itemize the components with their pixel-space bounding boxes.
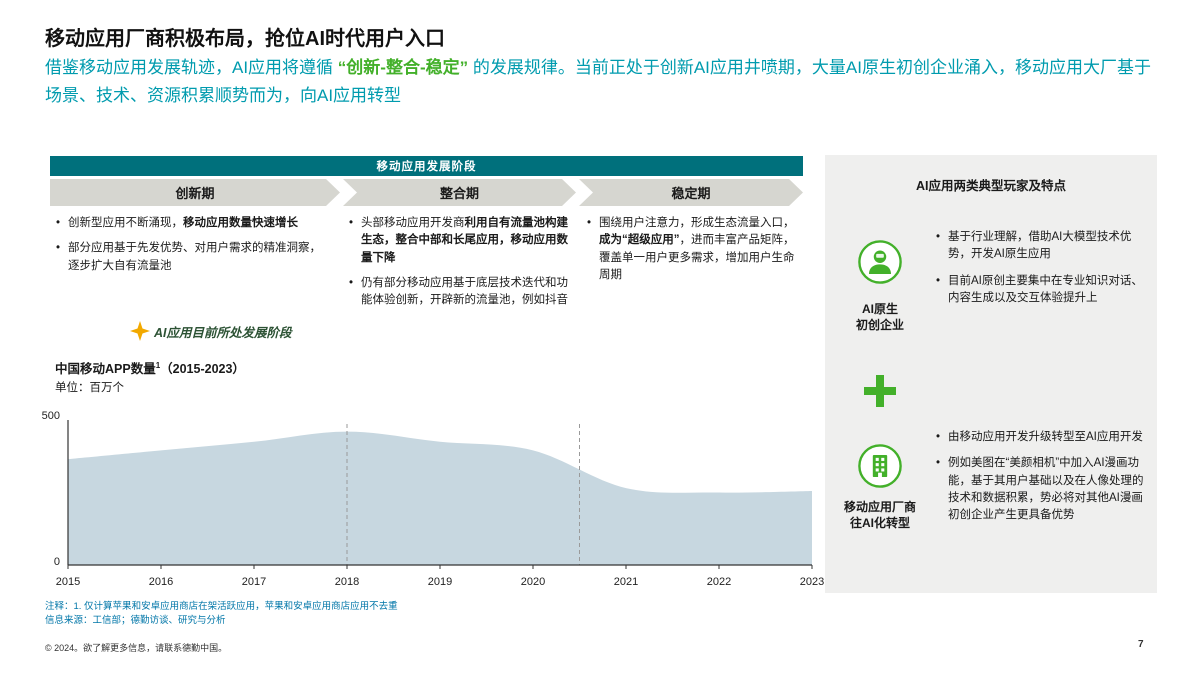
mobile-vendor-building-icon [857, 443, 903, 489]
stage-label: 稳定期 [671, 186, 711, 201]
right-panel: AI应用两类典型玩家及特点 AI原生 初创企业 基于行业理解，借助AI大模型技术… [825, 155, 1157, 593]
x-axis-label: 2016 [148, 576, 174, 588]
stage-column-stabilization: 围绕用户注意力，形成生态流量入口，成为“超级应用”，进而丰富产品矩阵，覆盖单一用… [586, 215, 800, 292]
chart-title-footnote-marker: 1 [155, 360, 161, 370]
footnote: 注释：1. 仅计算苹果和安卓应用商店在架活跃应用，苹果和安卓应用商店应用不去重 [45, 601, 398, 612]
bullet-item: 创新型应用不断涌现，移动应用数量快速增长 [55, 215, 331, 233]
y-axis-max-label: 500 [41, 410, 60, 422]
x-axis-label: 2018 [334, 576, 360, 588]
x-axis-label: 2023 [799, 576, 825, 588]
panel-title: AI应用两类典型玩家及特点 [915, 179, 1066, 193]
x-axis-labels: 2015 2016 2017 2018 2019 2020 2021 2022 2023 [56, 576, 824, 590]
chart-title-range: （2015-2023） [160, 362, 245, 376]
stage-label: 整合期 [439, 186, 479, 201]
mobile-app-count-area-chart [67, 420, 813, 569]
page-subtitle: 借鉴移动应用发展轨迹，AI应用将遵循 “创新-整合-稳定” 的发展规律。当前正处… [45, 58, 1151, 105]
x-axis-label: 2020 [520, 576, 546, 588]
area-series [68, 431, 812, 565]
ai-startup-person-icon [857, 239, 903, 285]
bullet-item: 仍有部分移动应用基于底层技术迭代和功能体验创新，开辟新的流量池，例如抖音 [348, 275, 570, 310]
page-number: 7 [1138, 639, 1144, 650]
bullet-item: 基于行业理解，借助AI大模型技术优势，开发AI原生应用 [935, 229, 1147, 264]
chart-unit-label: 单位：百万个 [55, 382, 124, 394]
stages-header-bar: 移动应用发展阶段 [50, 156, 803, 176]
player2-label: 移动应用厂商 往AI化转型 [843, 500, 916, 531]
star-icon [130, 321, 150, 341]
player1-label: AI原生 初创企业 [855, 302, 904, 333]
bullet-item: 头部移动应用开发商利用自有流量池构建生态，整合中部和长尾应用，移动应用数量下降 [348, 215, 570, 267]
player1-bullets: 基于行业理解，借助AI大模型技术优势，开发AI原生应用 目前AI原创主要集中在专… [935, 229, 1147, 316]
bullet-item: 由移动应用开发升级转型至AI应用开发 [935, 429, 1147, 447]
chart-title: 中国移动APP数量1（2015-2023） [55, 358, 245, 377]
x-axis-ticks [67, 565, 813, 569]
stage-chevron-innovation: 创新期 [50, 179, 340, 206]
page-title: 移动应用厂商积极布局，抢位AI时代用户入口 [45, 28, 445, 50]
copyright: © 2024。欲了解更多信息，请联系德勤中国。 [45, 643, 228, 653]
bullet-item: 围绕用户注意力，形成生态流量入口，成为“超级应用”，进而丰富产品矩阵，覆盖单一用… [586, 215, 800, 284]
x-axis-label: 2021 [613, 576, 639, 588]
stages-header-label: 移动应用发展阶段 [376, 161, 477, 173]
bullet-item: 部分应用基于先发优势、对用户需求的精准洞察，逐步扩大自有流量池 [55, 240, 331, 275]
stage-chevron-integration: 整合期 [343, 179, 576, 206]
phase-boundary-lines [346, 424, 580, 565]
stage-chevron-stabilization: 稳定期 [579, 179, 803, 206]
stage-label: 创新期 [175, 186, 215, 201]
x-axis-label: 2015 [55, 576, 81, 588]
source-note: 信息来源：工信部；德勤访谈、研究与分析 [45, 615, 226, 626]
x-axis-label: 2022 [706, 576, 732, 588]
x-axis-label: 2017 [241, 576, 267, 588]
current-stage-annotation: AI应用目前所处发展阶段 [130, 321, 292, 341]
y-axis-min-label: 0 [53, 556, 60, 568]
stage-column-innovation: 创新型应用不断涌现，移动应用数量快速增长 部分应用基于先发优势、对用户需求的精准… [55, 215, 331, 283]
chart-title-main: 中国移动APP数量 [55, 362, 156, 376]
bullet-item: 例如美图在“美颜相机”中加入AI漫画功能，基于其用户基础以及在人像处理的技术和数… [935, 455, 1147, 524]
bullet-item: 目前AI原创主要集中在专业知识对话、内容生成以及交互体验提升上 [935, 273, 1147, 308]
player2-bullets: 由移动应用开发升级转型至AI应用开发 例如美图在“美颜相机”中加入AI漫画功能，… [935, 429, 1147, 533]
stage-column-integration: 头部移动应用开发商利用自有流量池构建生态，整合中部和长尾应用，移动应用数量下降 … [348, 215, 570, 317]
plus-icon [862, 373, 898, 409]
current-stage-label: AI应用目前所处发展阶段 [154, 325, 292, 340]
x-axis-label: 2019 [427, 576, 453, 588]
